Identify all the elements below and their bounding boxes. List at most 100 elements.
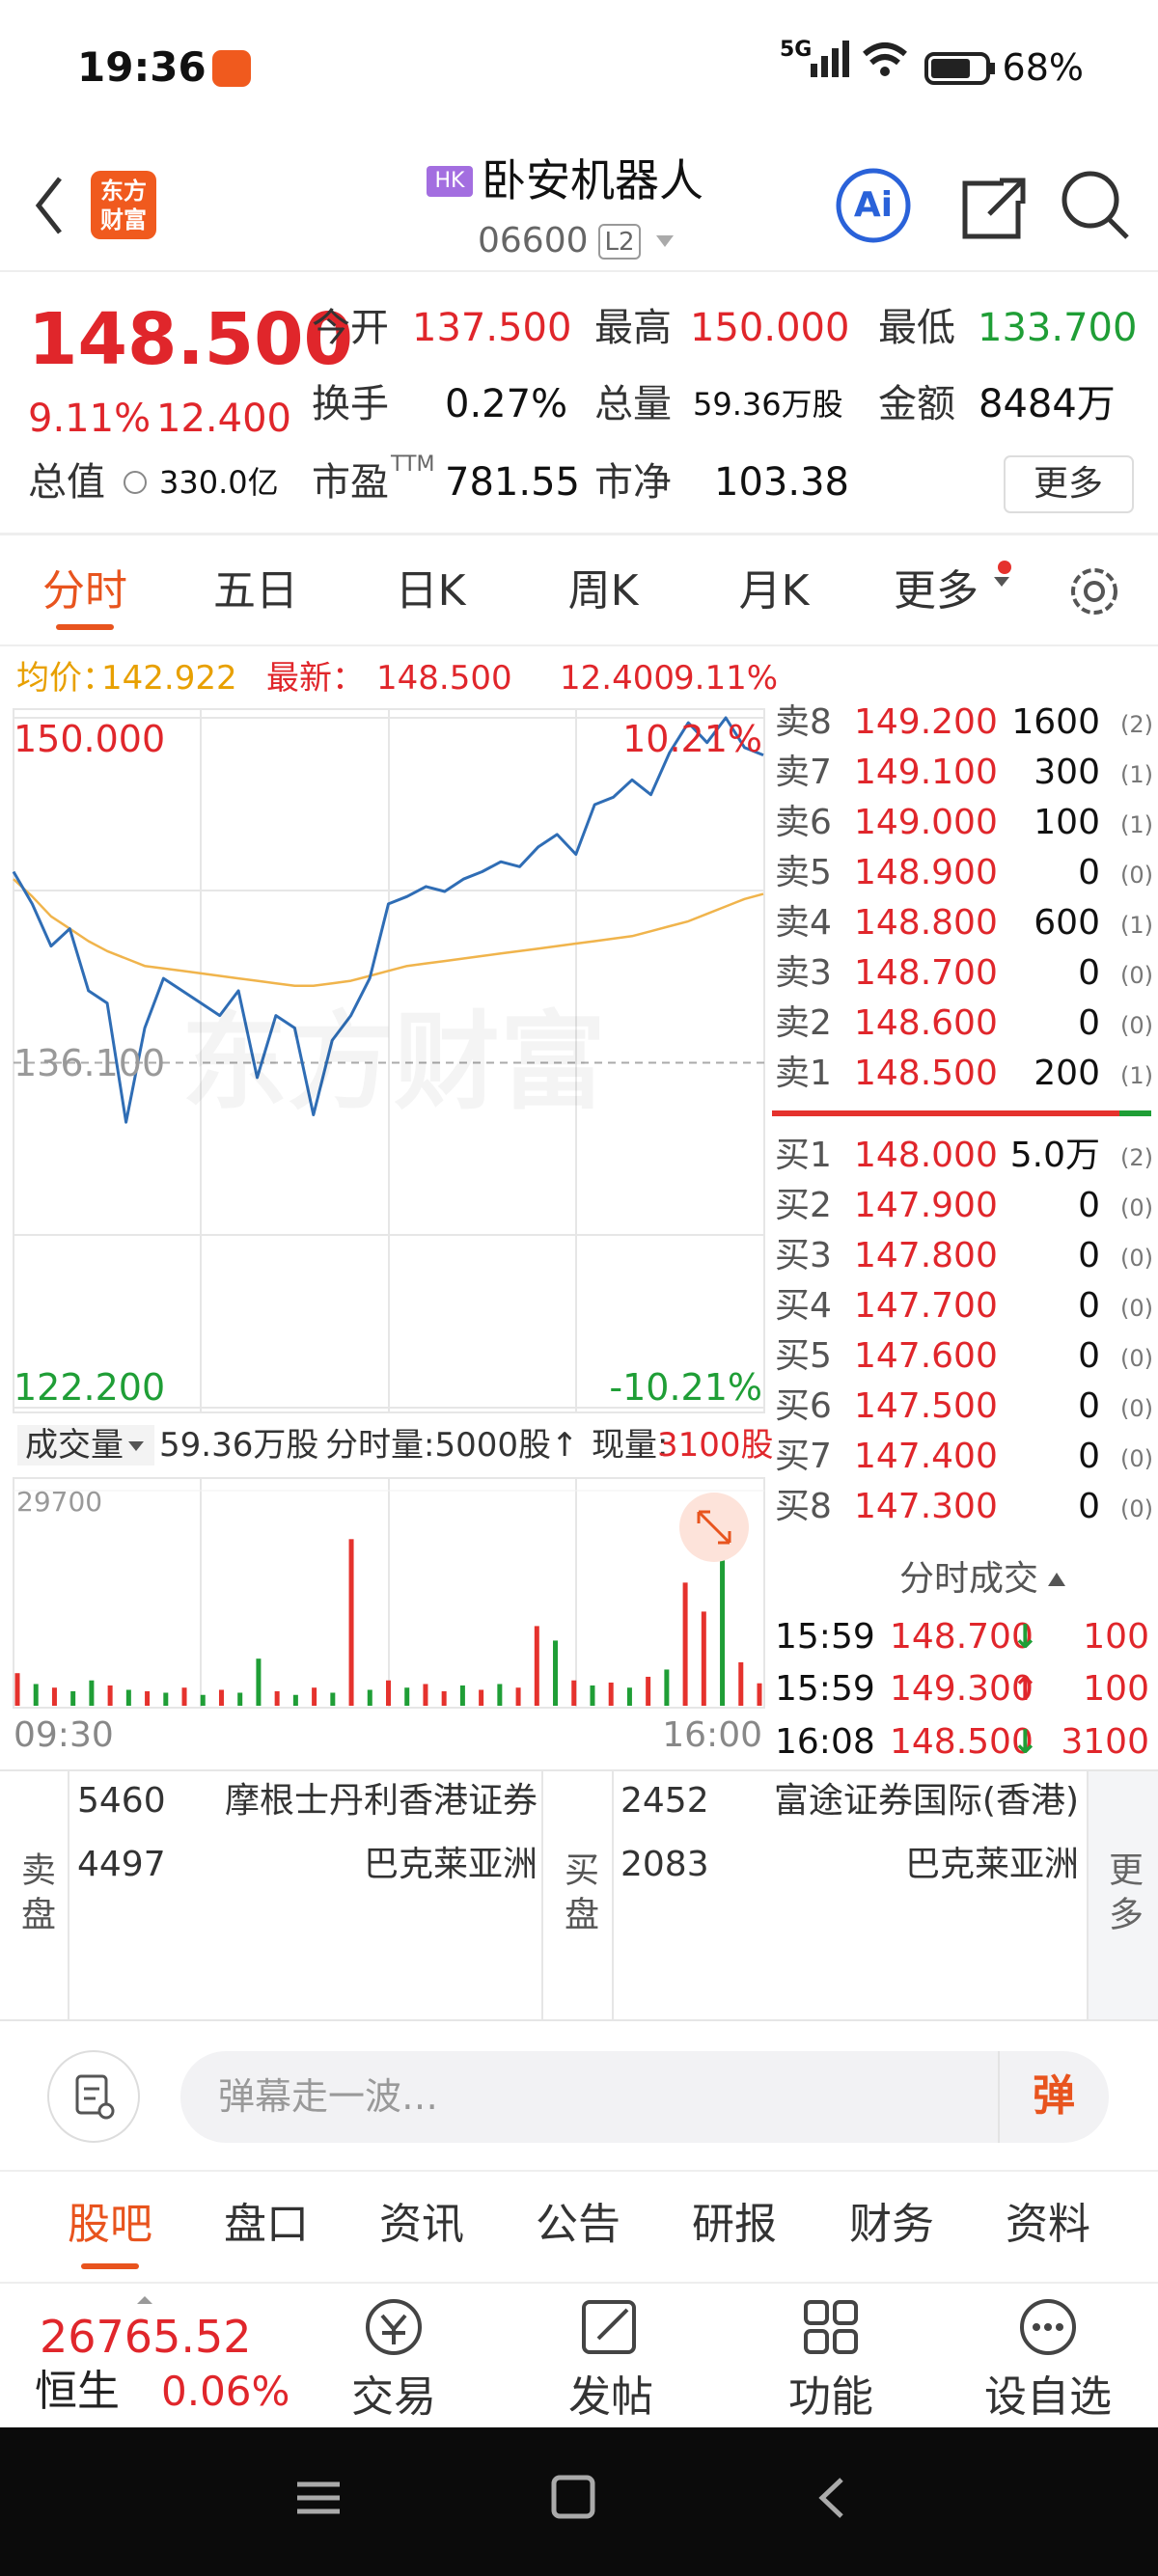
stat-label: 最低 xyxy=(878,306,955,350)
trade-volume: 100 xyxy=(1083,1669,1149,1709)
trade-price: 148.500 xyxy=(890,1722,1034,1762)
volume-bar xyxy=(404,1687,410,1706)
book-label: 买3 xyxy=(775,1236,832,1275)
ai-button[interactable]: Ai xyxy=(853,185,894,225)
divider xyxy=(0,2282,1158,2284)
volume-bar xyxy=(292,1694,298,1706)
nav-buttons[interactable] xyxy=(297,2475,843,2519)
tab-indicator xyxy=(81,2263,139,2269)
dropdown-icon[interactable] xyxy=(994,577,1009,587)
chart-tab[interactable]: 日K xyxy=(395,566,466,616)
volume-bar xyxy=(720,1495,726,1706)
dropdown-icon[interactable] xyxy=(128,1441,144,1451)
footer-action[interactable]: 设自选 xyxy=(984,2372,1112,2422)
chart-tab[interactable]: 五日 xyxy=(213,566,298,616)
book-count: (1) xyxy=(1120,811,1153,838)
book-volume: 0 xyxy=(1078,1437,1100,1476)
info-tab[interactable]: 公告 xyxy=(536,2200,620,2249)
book-volume: 0 xyxy=(1078,1336,1100,1376)
volume-bar xyxy=(70,1690,76,1706)
book-label: 卖2 xyxy=(775,1003,832,1043)
search-icon[interactable] xyxy=(1062,171,1129,239)
expand-icon[interactable] xyxy=(679,1493,749,1562)
comment-input[interactable] xyxy=(180,2051,1109,2143)
info-tab[interactable]: 盘口 xyxy=(224,2200,309,2249)
volume-bar xyxy=(441,1690,447,1706)
volume-bar xyxy=(256,1658,262,1706)
nav-bar xyxy=(0,2427,1158,2576)
stock-code: 06600 xyxy=(478,221,589,260)
broker-side: 买盘 xyxy=(559,1851,598,1940)
back-icon[interactable] xyxy=(35,177,62,234)
expand-icon[interactable] xyxy=(137,2296,152,2304)
book-price: 148.000 xyxy=(854,1136,998,1175)
collapse-icon[interactable] xyxy=(1048,1573,1065,1586)
book-label: 卖5 xyxy=(775,853,832,892)
more-button[interactable]: 更多 xyxy=(1033,464,1104,504)
chart-tab[interactable]: 周K xyxy=(567,566,639,616)
book-label: 买7 xyxy=(775,1437,832,1476)
info-tab[interactable]: 资料 xyxy=(1006,2200,1090,2249)
book-volume: 1600 xyxy=(1011,702,1100,742)
stat-label: 换手 xyxy=(312,382,389,426)
trade-price: 149.300 xyxy=(890,1669,1034,1709)
book-price: 149.100 xyxy=(854,753,998,792)
info-value: 9.11% xyxy=(674,659,779,698)
battery: 68% xyxy=(1002,46,1084,89)
info-tab[interactable]: 研报 xyxy=(692,2200,777,2249)
volume-total: 59.36万股 xyxy=(159,1426,319,1465)
stat-label: 今开 xyxy=(312,306,389,350)
divider xyxy=(0,270,1158,272)
danmu-button[interactable]: 弹 xyxy=(1033,2071,1075,2121)
danmu-icon[interactable] xyxy=(47,2050,140,2143)
divider xyxy=(0,644,1158,646)
info-tab[interactable]: 资讯 xyxy=(379,2200,464,2249)
book-volume: 5.0万 xyxy=(1009,1136,1100,1175)
info-icon[interactable] xyxy=(124,471,147,494)
footer-action[interactable]: 交易 xyxy=(351,2372,436,2422)
volume-label[interactable]: 成交量 xyxy=(25,1426,124,1465)
comment-placeholder[interactable]: 弹幕走一波… xyxy=(218,2075,439,2118)
info-tab[interactable]: 财务 xyxy=(849,2200,934,2249)
volume-bar xyxy=(534,1626,539,1706)
volume-bar xyxy=(423,1684,428,1706)
dropdown-icon[interactable] xyxy=(656,235,674,247)
book-volume: 0 xyxy=(1078,953,1100,993)
trade-volume: 3100 xyxy=(1061,1722,1149,1762)
book-price: 148.900 xyxy=(854,853,998,892)
chart-tab[interactable]: 月K xyxy=(738,566,810,616)
trades-title[interactable]: 分时成交 xyxy=(898,1559,1039,1599)
book-volume: 0 xyxy=(1078,1186,1100,1225)
book-price: 149.000 xyxy=(854,803,998,842)
info-tab[interactable]: 股吧 xyxy=(68,2200,152,2249)
badge-dot xyxy=(998,561,1011,574)
y-tick-label: 122.200 xyxy=(14,1366,166,1409)
stat-value: 0.27% xyxy=(445,382,568,426)
info-value: 12.400 xyxy=(560,659,675,698)
tab-indicator xyxy=(56,624,114,630)
book-label: 卖8 xyxy=(775,702,832,742)
book-count: (2) xyxy=(1120,711,1153,738)
footer-action[interactable]: 功能 xyxy=(788,2372,873,2422)
volume-bar xyxy=(33,1684,39,1706)
ai-icon[interactable] xyxy=(836,168,911,243)
trade-direction: ↑ xyxy=(1011,1670,1039,1709)
broker-more[interactable]: 更多 xyxy=(1103,1851,1143,1940)
index-value[interactable]: 26765.52 xyxy=(40,2311,252,2363)
share-icon[interactable] xyxy=(962,178,1026,239)
volume-bar xyxy=(145,1690,151,1706)
volume-bar xyxy=(386,1680,391,1706)
x-tick-label: 09:30 xyxy=(14,1715,114,1755)
volume-bar xyxy=(479,1689,484,1706)
chart-tab[interactable]: 更多 xyxy=(894,566,979,616)
more-button[interactable] xyxy=(1004,455,1134,513)
stat-label: 金额 xyxy=(878,382,955,426)
book-volume: 0 xyxy=(1078,1386,1100,1426)
book-volume: 0 xyxy=(1078,1286,1100,1326)
footer-action[interactable]: 发帖 xyxy=(568,2372,653,2422)
trade-direction: ↓ xyxy=(1011,1723,1039,1762)
price-line xyxy=(13,878,764,988)
settings-icon[interactable] xyxy=(1071,568,1117,615)
chart-tab[interactable]: 分时 xyxy=(42,566,127,616)
